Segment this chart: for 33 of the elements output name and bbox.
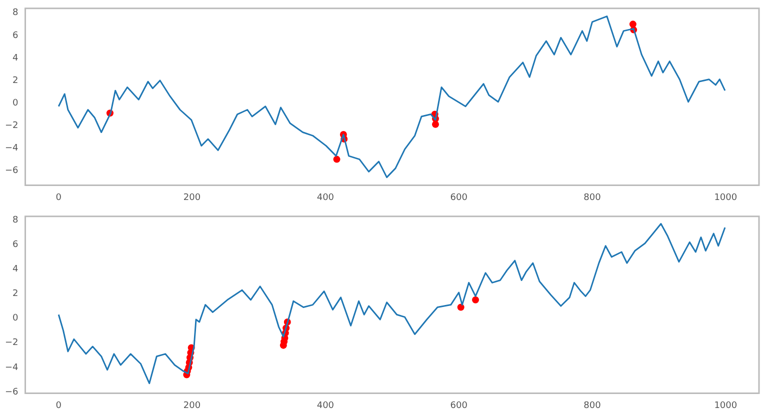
- y-tick-label: 4: [12, 264, 19, 275]
- point: [457, 304, 464, 311]
- y-tick-label: −6: [4, 166, 19, 176]
- x-tick-label: 1000: [714, 192, 738, 203]
- y-tick-label: −6: [4, 387, 19, 398]
- point: [472, 296, 480, 304]
- y-tick-label: 4: [12, 53, 19, 64]
- x-tick-label: 800: [584, 400, 602, 411]
- y-tick-label: 8: [12, 8, 19, 18]
- x-tick-label: 600: [450, 192, 468, 203]
- x-tick-label: 1000: [714, 400, 738, 411]
- x-tick-label: 400: [316, 192, 334, 203]
- y-tick-label: 2: [12, 76, 18, 86]
- point: [432, 120, 439, 128]
- x-tick-label: 200: [183, 192, 201, 203]
- y-tick-label: 2: [12, 289, 18, 300]
- y-tick-label: −4: [4, 143, 19, 154]
- x-tick-label: 0: [56, 192, 62, 203]
- y-tick-label: 6: [12, 240, 19, 250]
- y-tick-label: 0: [12, 314, 19, 324]
- x-tick-label: 600: [450, 400, 468, 411]
- point: [629, 20, 636, 28]
- x-tick-label: 200: [183, 400, 201, 411]
- x-tick-label: 400: [316, 400, 334, 411]
- y-tick-label: −2: [4, 338, 18, 348]
- y-tick-label: 6: [12, 30, 19, 41]
- y-tick-label: 8: [12, 215, 19, 226]
- x-tick-label: 0: [56, 400, 62, 411]
- y-tick-label: 0: [12, 98, 19, 108]
- y-tick-label: −2: [4, 120, 18, 131]
- point: [333, 156, 340, 163]
- x-tick-label: 800: [584, 192, 602, 203]
- y-tick-label: −4: [4, 362, 19, 373]
